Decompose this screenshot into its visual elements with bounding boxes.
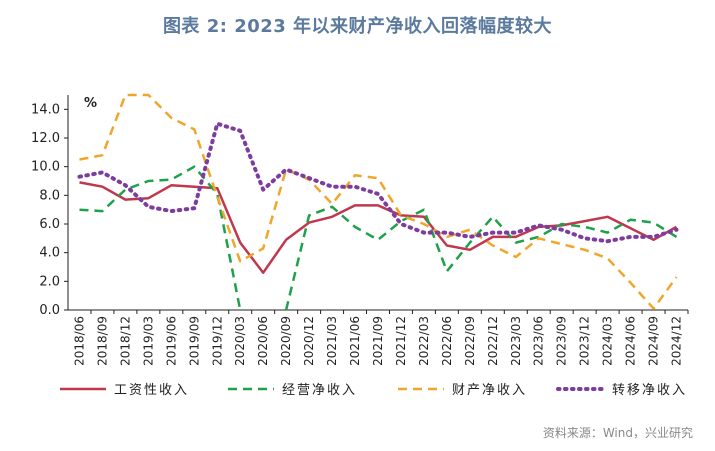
y-axis-unit-label: % <box>84 96 97 111</box>
y-tick-label: 4.0 <box>39 246 60 261</box>
x-tick-label: 2021/03 <box>325 316 339 366</box>
x-tick-label: 2023/06 <box>532 316 546 366</box>
x-tick-label: 2022/09 <box>463 316 477 366</box>
series-line-3 <box>79 93 678 310</box>
x-tick-label: 2020/09 <box>279 316 293 366</box>
x-tick-label: 2020/06 <box>256 316 270 366</box>
x-tick-label: 2018/09 <box>95 316 109 366</box>
x-tick-label: 2021/12 <box>394 316 408 366</box>
series-line-1 <box>79 181 678 274</box>
legend-label-2: 经营净收入 <box>282 383 357 398</box>
series-lines <box>77 93 679 311</box>
legend-label-4: 转移净收入 <box>612 383 687 398</box>
chart-title: 图表 2: 2023 年以来财产净收入回落幅度较大 <box>162 16 553 37</box>
y-tick-label: 6.0 <box>39 217 60 232</box>
legend-label-3: 财产净收入 <box>452 383 527 398</box>
x-tick-label: 2018/12 <box>118 316 132 366</box>
x-tick-label: 2023/09 <box>555 316 569 366</box>
x-tick-label: 2020/03 <box>233 316 247 366</box>
x-tick-label: 2019/09 <box>187 316 201 366</box>
x-tick-label: 2024/12 <box>670 316 684 366</box>
series-line-4 <box>77 121 679 244</box>
x-tick-label: 2023/03 <box>509 316 523 366</box>
y-tick-label: 0.0 <box>39 303 60 318</box>
x-tick-label: 2020/12 <box>302 316 316 366</box>
x-tick-label: 2024/06 <box>624 316 638 366</box>
x-tick-label: 2022/12 <box>486 316 500 366</box>
y-tick-label: 12.0 <box>31 131 60 146</box>
x-tick-label: 2024/09 <box>647 316 661 366</box>
axes: 0.0 2.0 4.0 6.0 8.0 10.0 12.0 14.0 % 2018/06 2018/… <box>31 95 689 366</box>
x-tick-label: 2019/03 <box>141 316 155 366</box>
x-tick-label: 2022/06 <box>440 316 454 366</box>
x-tick-label: 2021/06 <box>348 316 362 366</box>
x-tick-label: 2022/03 <box>417 316 431 366</box>
x-tick-label: 2019/06 <box>164 316 178 366</box>
y-tick-label: 10.0 <box>31 160 60 175</box>
y-tick-label: 8.0 <box>39 188 60 203</box>
legend: 工资性收入 经营净收入 财产净收入 转移净收入 <box>60 383 687 398</box>
x-tick-label: 2021/09 <box>371 316 385 366</box>
x-tick-label: 2018/06 <box>72 316 86 366</box>
y-tick-label: 14.0 <box>31 102 60 117</box>
x-tick-label: 2023/12 <box>578 316 592 366</box>
x-tick-label: 2019/12 <box>210 316 224 366</box>
x-tick-label: 2024/03 <box>601 316 615 366</box>
source-note: 资料来源：Wind，兴业研究 <box>542 426 693 440</box>
legend-label-1: 工资性收入 <box>114 383 189 398</box>
y-tick-label: 2.0 <box>39 274 60 289</box>
